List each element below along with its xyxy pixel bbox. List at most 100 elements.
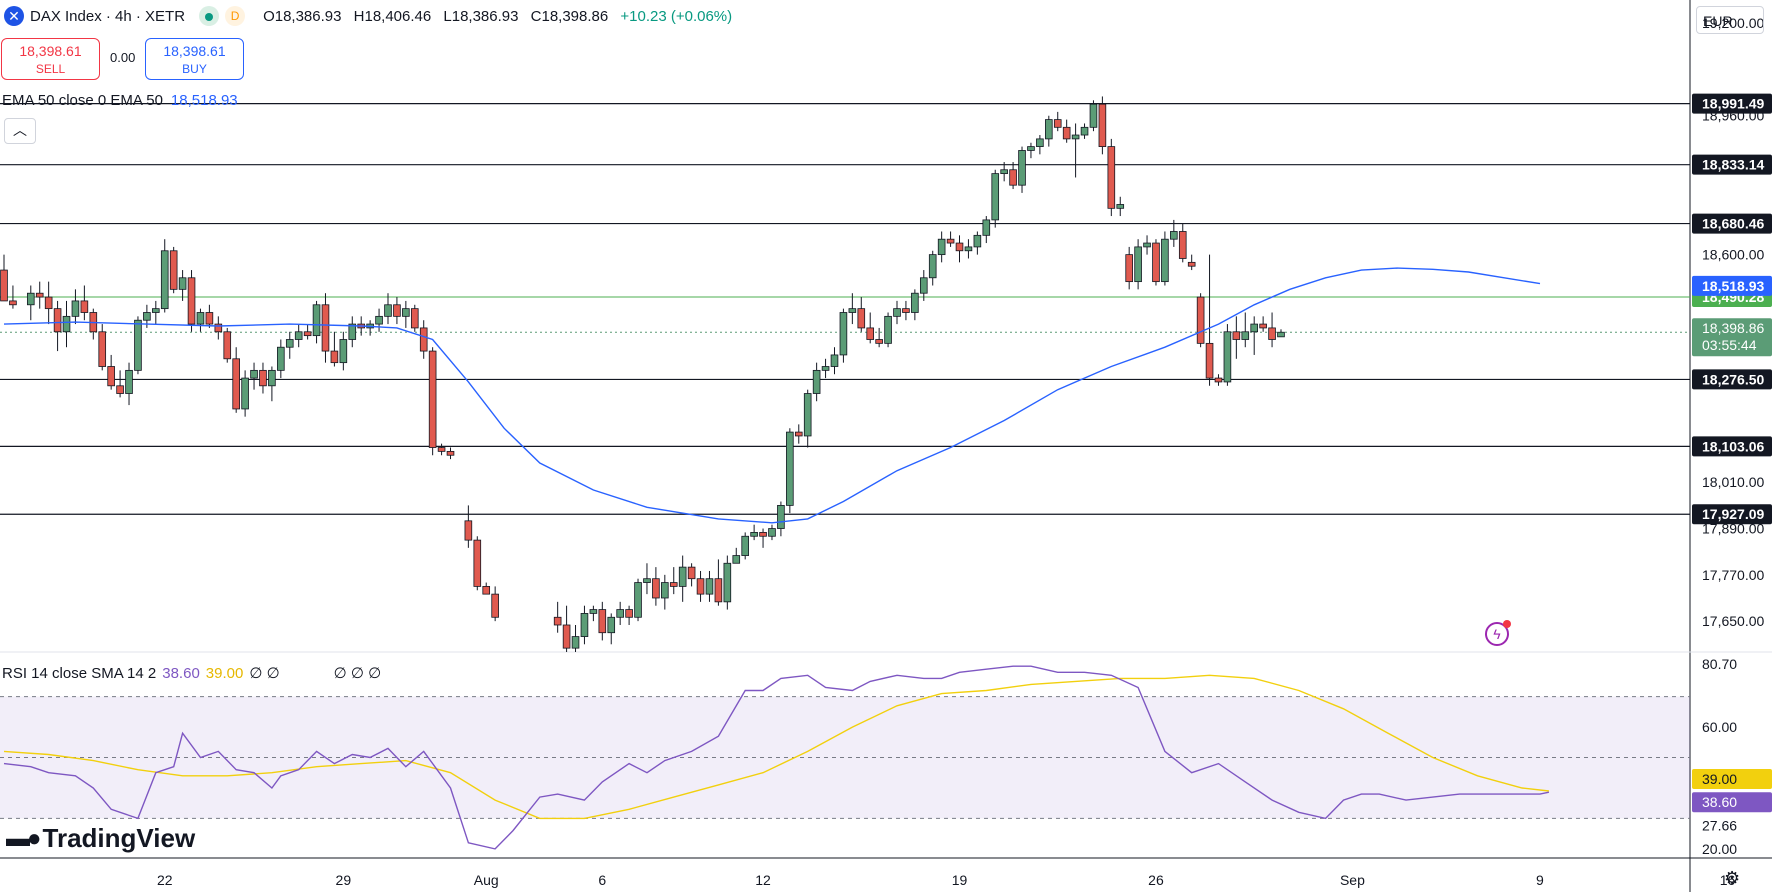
candle — [1098, 103, 1107, 148]
tradingview-logo[interactable]: ▬● TradingView — [6, 823, 195, 854]
candle — [375, 315, 383, 325]
price-axis-tick: 18,010.00 — [1702, 474, 1764, 490]
candle — [402, 308, 410, 317]
candle — [857, 308, 866, 329]
candle — [125, 369, 133, 394]
candle — [661, 582, 669, 599]
candle — [384, 304, 392, 317]
candle — [160, 250, 169, 310]
candle — [437, 447, 446, 452]
candle — [759, 532, 767, 537]
change-value: +10.23 (+0.06%) — [620, 7, 733, 25]
candle — [1027, 146, 1035, 151]
candle — [1089, 103, 1098, 128]
level-tag-5-bg — [1692, 504, 1772, 525]
symbol-title[interactable]: DAX Index · 4h · XETR — [30, 7, 186, 25]
candle — [1009, 169, 1017, 186]
candle — [134, 319, 142, 371]
level-tag-4-bg — [1692, 436, 1772, 457]
level-tag-3-label: 18,276.50 — [1702, 371, 1764, 387]
candle — [794, 431, 803, 437]
candle — [71, 300, 80, 317]
candle — [312, 304, 321, 337]
rsi-legend[interactable]: RSI 14 close SMA 14 2 38.60 39.00 ∅ ∅ ∅ ∅ ∅ — [2, 664, 381, 682]
candle — [348, 323, 357, 340]
brand-name: TradingView — [42, 823, 196, 853]
candle — [1036, 138, 1044, 148]
candle — [259, 369, 267, 387]
candle — [214, 323, 223, 333]
level-tag-0: 18,991.49 — [1692, 93, 1772, 114]
buy-button[interactable]: 18,398.61 BUY — [145, 38, 244, 80]
candle — [1125, 254, 1133, 283]
candle — [321, 304, 330, 352]
rsi-sma-line — [3, 674, 1549, 820]
candle — [643, 578, 651, 583]
rsi-legend-extra: ∅ ∅ — [249, 665, 280, 682]
candle — [339, 339, 348, 364]
lightning-alert-icon[interactable]: ϟ — [1485, 620, 1511, 646]
candle — [1250, 323, 1259, 333]
time-axis-tick: 29 — [336, 872, 352, 888]
rsi-sma-legend-value: 39.00 — [205, 665, 244, 682]
candle — [1232, 331, 1241, 340]
chevron-up-icon: ︿ — [13, 122, 27, 138]
candle — [580, 613, 589, 637]
ema-legend-value: 18,518.93 — [170, 92, 238, 109]
market-open-dot-icon — [199, 6, 220, 26]
rsi-axis-tick: 80.70 — [1702, 656, 1737, 672]
currency-select[interactable]: EUR — [1696, 6, 1764, 34]
candle — [848, 308, 857, 313]
time-axis-tick: Aug — [474, 872, 499, 888]
candle — [1196, 296, 1205, 344]
level-tag-2-bg — [1692, 213, 1772, 234]
candle — [1116, 204, 1125, 209]
rsi-line — [3, 665, 1550, 850]
collapse-legend-button[interactable]: ︿ — [4, 118, 36, 144]
candle — [1268, 327, 1276, 340]
candle — [419, 327, 428, 352]
gear-icon[interactable]: ⚙ — [1724, 868, 1741, 888]
sell-price: 18,398.61 — [19, 43, 82, 59]
notification-badge — [1503, 620, 1511, 628]
candle — [9, 300, 17, 306]
candle — [598, 609, 607, 634]
candle — [830, 354, 839, 367]
level-tag-3: 18,276.50 — [1692, 369, 1772, 390]
level-tag-4-label: 18,103.06 — [1702, 438, 1764, 454]
level-tag-4: 18,103.06 — [1692, 436, 1772, 457]
candle — [285, 339, 294, 348]
candle — [428, 350, 437, 448]
rsi-band-fill — [0, 696, 1690, 819]
sell-button[interactable]: 18,398.61 SELL — [1, 38, 100, 80]
rsi-tag-label: 38.60 — [1702, 794, 1737, 810]
candle — [205, 312, 214, 325]
time-axis-tick: 12 — [755, 872, 771, 888]
x-logo-icon: ✕ — [4, 6, 24, 26]
rsi-tag: 38.60 — [1692, 792, 1772, 813]
candle — [696, 578, 705, 595]
ema-legend[interactable]: EMA 50 close 0 EMA 50 18,518.93 — [2, 92, 238, 109]
candle — [277, 346, 285, 371]
candle — [803, 393, 812, 437]
sell-label: SELL — [35, 62, 66, 76]
candle — [571, 636, 580, 649]
candle — [839, 312, 848, 356]
level-tag-1-bg — [1692, 154, 1772, 175]
candle — [589, 609, 598, 614]
candle — [911, 292, 919, 313]
candle — [62, 315, 71, 333]
rsi-legend-label: RSI 14 close SMA 14 2 — [2, 665, 157, 682]
candle — [1223, 331, 1232, 383]
delayed-badge[interactable]: D — [225, 6, 246, 26]
candle — [634, 582, 642, 618]
candle — [250, 369, 258, 379]
candle — [1053, 119, 1062, 128]
candle — [1134, 246, 1142, 283]
tv-mark-icon: ▬● — [6, 824, 41, 852]
rsi-tag-bg — [1692, 792, 1772, 813]
candle — [1018, 150, 1026, 186]
rsi-pane — [0, 665, 1690, 850]
time-axis-tick: 26 — [1148, 872, 1164, 888]
